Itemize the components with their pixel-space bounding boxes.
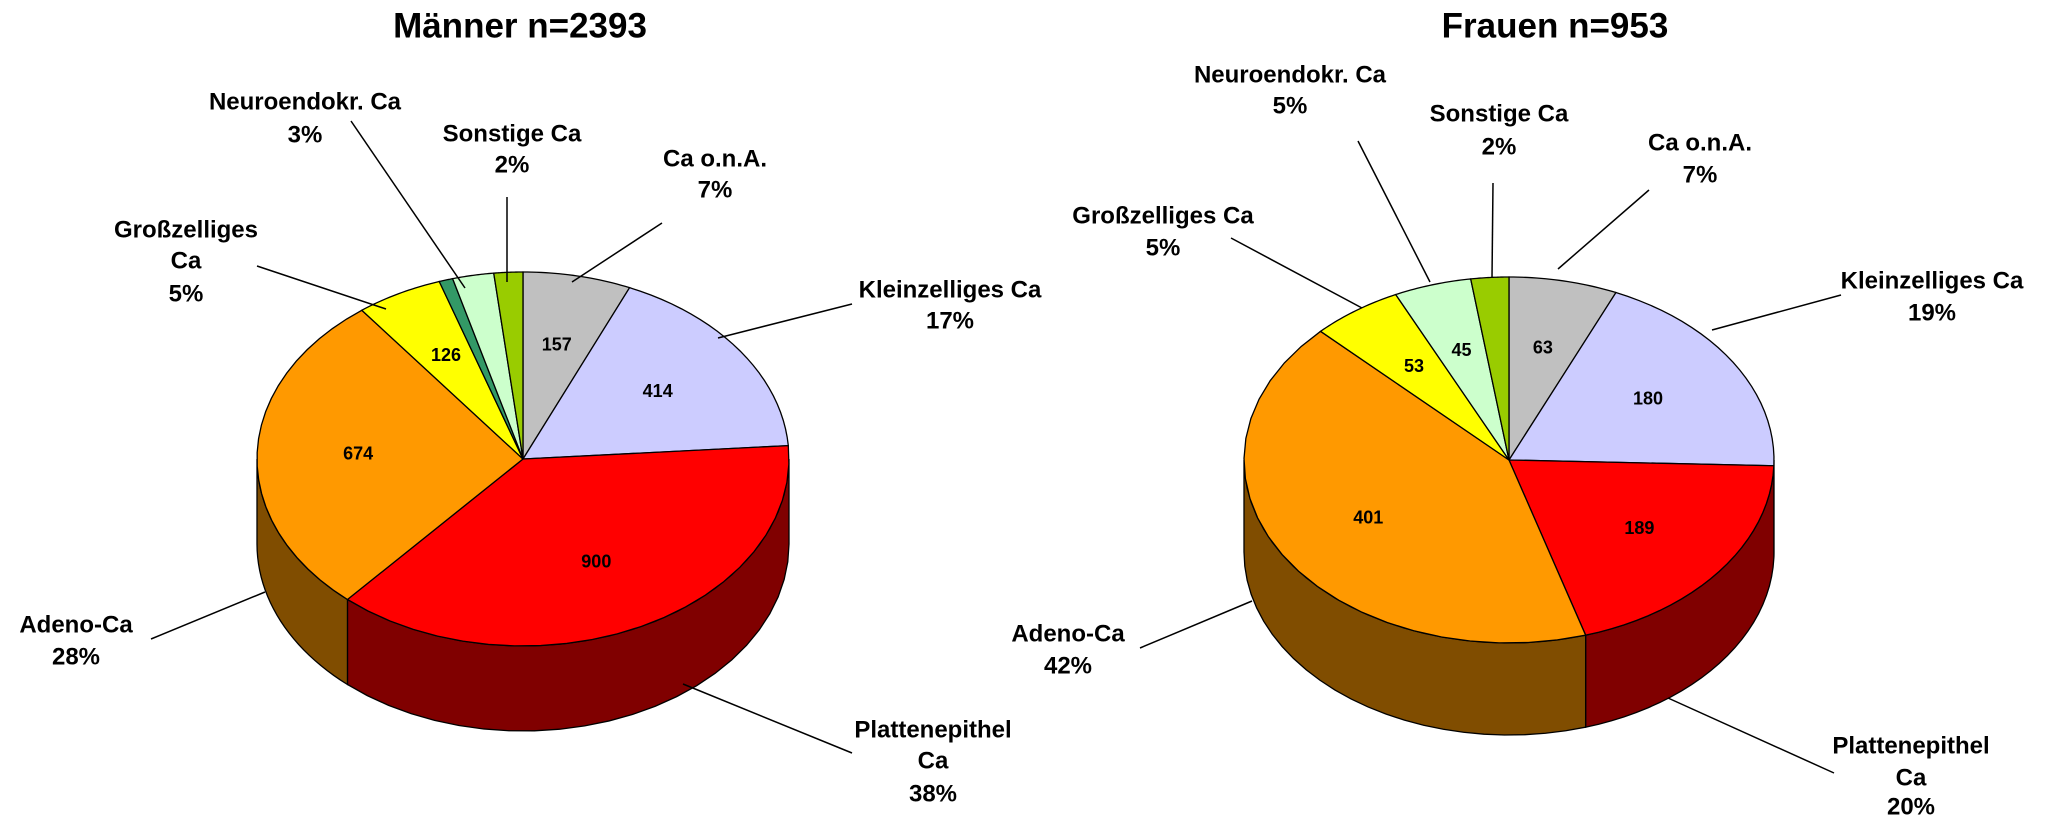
- value-label: 45: [1451, 340, 1471, 360]
- category-label: Kleinzelliges Ca: [1841, 267, 2024, 294]
- percent-label: 5%: [1273, 92, 1308, 119]
- slice: [346, 444, 790, 647]
- percent-label: 17%: [926, 307, 974, 334]
- slice: [1394, 278, 1510, 461]
- value-label: 414: [643, 381, 673, 401]
- leader-line: [571, 222, 663, 283]
- category-label: Ca: [918, 747, 949, 774]
- slice: [1507, 459, 1775, 636]
- percent-label: 19%: [1908, 299, 1956, 326]
- slice: [360, 280, 524, 460]
- percent-label: 7%: [1683, 161, 1718, 188]
- leader-line: [1139, 600, 1253, 649]
- value-label: 189: [1624, 518, 1654, 538]
- category-label: Neuroendokr. Ca: [209, 88, 402, 115]
- value-label: 674: [343, 444, 373, 464]
- category-label: Plattenepithel: [1832, 732, 1989, 759]
- category-label: Kleinzelliges Ca: [859, 276, 1042, 303]
- leader-line: [150, 591, 266, 640]
- percent-label: 7%: [698, 176, 733, 203]
- leader-line: [350, 120, 466, 289]
- chart-title: Männer n=2393: [393, 6, 647, 45]
- slice: [1469, 276, 1510, 461]
- leader-line: [1711, 294, 1842, 331]
- value-label: 126: [431, 345, 461, 365]
- leader-line: [1357, 140, 1431, 283]
- percent-label: 2%: [495, 151, 530, 178]
- leader-line: [1491, 182, 1494, 279]
- leader-line: [1667, 697, 1835, 774]
- value-label: 180: [1633, 388, 1663, 408]
- slice: [492, 271, 524, 460]
- category-label: Adeno-Ca: [19, 611, 133, 638]
- value-label: 63: [1533, 338, 1553, 358]
- category-label: Großzelliges: [114, 216, 258, 243]
- leader-line: [256, 265, 387, 310]
- value-label: 401: [1353, 507, 1383, 527]
- slice: [1319, 293, 1510, 461]
- leader-line: [1557, 189, 1650, 270]
- slice: [1507, 291, 1775, 467]
- leader-line: [682, 683, 853, 754]
- slice: [1243, 330, 1587, 644]
- leader-line: [717, 303, 853, 339]
- chart-title: Frauen n=953: [1442, 6, 1669, 45]
- category-label: Ca: [1896, 764, 1927, 791]
- value-label: 53: [1404, 356, 1424, 376]
- category-label: Adeno-Ca: [1011, 620, 1125, 647]
- percent-label: 42%: [1044, 652, 1092, 679]
- category-label: Ca: [171, 247, 202, 274]
- percent-label: 20%: [1887, 793, 1935, 820]
- percent-label: 38%: [909, 780, 957, 807]
- slice: [521, 286, 790, 460]
- category-label: Sonstige Ca: [1430, 100, 1569, 127]
- slice: [256, 309, 524, 601]
- category-label: Großzelliges Ca: [1072, 202, 1254, 229]
- slice: [522, 271, 631, 462]
- percent-label: 2%: [1482, 133, 1517, 160]
- percent-label: 5%: [1146, 234, 1181, 261]
- category-label: Plattenepithel: [854, 716, 1011, 743]
- category-label: Sonstige Ca: [443, 120, 582, 147]
- category-label: Ca o.n.A.: [663, 145, 767, 172]
- slice: [1508, 276, 1617, 463]
- value-label: 157: [542, 334, 572, 354]
- slice: [438, 277, 524, 460]
- category-label: Ca o.n.A.: [1648, 129, 1752, 156]
- leader-line: [1230, 237, 1363, 309]
- category-label: Neuroendokr. Ca: [1194, 61, 1387, 88]
- percent-label: 3%: [288, 121, 323, 148]
- percent-label: 28%: [52, 643, 100, 670]
- value-label: 900: [581, 552, 611, 572]
- percent-label: 5%: [169, 280, 204, 307]
